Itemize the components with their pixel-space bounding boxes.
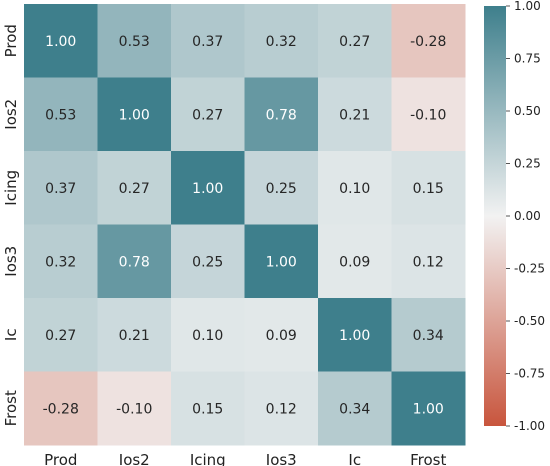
heatmap-cell-ios2-prod bbox=[24, 77, 98, 152]
x-tick-label: Ios2 bbox=[119, 451, 150, 466]
y-axis-tick-labels: Prod Ios2 Icing Ios3 Ic Frost bbox=[2, 24, 20, 426]
heatmap-cell-ios2-ic bbox=[318, 77, 392, 152]
y-tick-label: Ios3 bbox=[2, 246, 20, 277]
cell-value-label: 0.09 bbox=[266, 328, 297, 344]
heatmap-cell-frost-icing bbox=[171, 371, 245, 446]
heatmap-cell-prod-prod bbox=[24, 4, 98, 78]
cell-value-label: 0.27 bbox=[45, 328, 76, 344]
heatmap-cell-ios2-icing bbox=[171, 77, 245, 152]
heatmap-cell-ic-prod bbox=[24, 298, 98, 372]
cell-value-label: 0.37 bbox=[45, 181, 76, 197]
colorbar-tick-label: 0.25 bbox=[514, 157, 541, 171]
colorbar-tick-label: 0.50 bbox=[514, 104, 541, 118]
cell-value-label: 0.27 bbox=[192, 107, 223, 123]
x-axis-tick-labels: Prod Ios2 Icing Ios3 Ic Frost bbox=[44, 451, 446, 466]
colorbar-gradient bbox=[484, 6, 506, 426]
colorbar-tick-label: -0.25 bbox=[514, 262, 545, 276]
colorbar-tick-label: -1.00 bbox=[514, 419, 545, 433]
heatmap-cell-ios3-ios2 bbox=[97, 224, 172, 299]
cell-value-label: 0.25 bbox=[266, 181, 297, 197]
cell-value-label: 0.25 bbox=[192, 254, 223, 270]
y-tick-label: Ic bbox=[2, 328, 20, 341]
heatmap-cell-prod-frost bbox=[391, 4, 466, 78]
cell-value-label: 1.00 bbox=[266, 254, 297, 270]
colorbar-tick-label: -0.50 bbox=[514, 314, 545, 328]
heatmap-cell-ic-ios2 bbox=[97, 298, 172, 372]
heatmap-cell-ic-frost bbox=[391, 298, 466, 372]
heatmap-cell-icing-ios2 bbox=[97, 151, 172, 225]
cell-value-label: 0.37 bbox=[192, 34, 223, 50]
heatmap-cell-icing-ic bbox=[318, 151, 392, 225]
heatmap-cell-prod-ios3 bbox=[244, 4, 319, 78]
cell-value-label: 1.00 bbox=[192, 181, 223, 197]
cell-value-label: 0.78 bbox=[119, 254, 150, 270]
heatmap-cell-frost-frost bbox=[391, 371, 466, 446]
x-tick-label: Frost bbox=[410, 451, 446, 466]
cell-value-label: -0.28 bbox=[410, 34, 446, 50]
heatmap-cell-ios2-frost bbox=[391, 77, 466, 152]
x-tick-label: Prod bbox=[44, 451, 77, 466]
heatmap-cell-icing-prod bbox=[24, 151, 98, 225]
cell-value-label: 0.32 bbox=[266, 34, 297, 50]
colorbar-tick-label: 1.00 bbox=[514, 0, 541, 13]
x-tick-label: Ios3 bbox=[266, 451, 297, 466]
cell-value-label: 0.34 bbox=[339, 401, 370, 417]
colorbar: 1.00 0.75 0.50 0.25 0.00 -0.25 -0.50 -0.75 -1.00 bbox=[484, 0, 545, 433]
heatmap-cells: 1.00 0.53 0.37 0.32 0.27 -0.28 0.53 1.00 0.27 0.7… bbox=[24, 4, 466, 446]
cell-value-label: 0.15 bbox=[413, 181, 444, 197]
cell-value-label: 0.53 bbox=[119, 34, 150, 50]
cell-value-label: 0.12 bbox=[413, 254, 444, 270]
cell-value-label: 0.21 bbox=[119, 328, 150, 344]
cell-value-label: 1.00 bbox=[339, 328, 370, 344]
cell-value-label: 0.10 bbox=[192, 328, 223, 344]
heatmap-cell-ios3-prod bbox=[24, 224, 98, 299]
heatmap-cell-ios3-ios3 bbox=[244, 224, 319, 299]
y-tick-label: Ios2 bbox=[2, 99, 20, 130]
y-tick-label: Icing bbox=[2, 170, 20, 206]
heatmap-cell-prod-ic bbox=[318, 4, 392, 78]
heatmap-cell-ios3-icing bbox=[171, 224, 245, 299]
cell-value-label: 0.78 bbox=[266, 107, 297, 123]
heatmap-cell-prod-ios2 bbox=[97, 4, 172, 78]
x-tick-label: Ic bbox=[348, 451, 361, 466]
cell-value-label: 0.27 bbox=[119, 181, 150, 197]
heatmap-cell-icing-frost bbox=[391, 151, 466, 225]
colorbar-tick-label: 0.00 bbox=[514, 209, 541, 223]
heatmap-cell-ios3-frost bbox=[391, 224, 466, 299]
colorbar-tick-label: 0.75 bbox=[514, 52, 541, 66]
cell-value-label: 0.21 bbox=[339, 107, 370, 123]
cell-value-label: 0.34 bbox=[413, 328, 444, 344]
y-tick-label: Prod bbox=[2, 24, 20, 57]
cell-value-label: 0.12 bbox=[266, 401, 297, 417]
heatmap-cell-icing-icing bbox=[171, 151, 245, 225]
heatmap-cell-icing-ios3 bbox=[244, 151, 319, 225]
cell-value-label: 0.53 bbox=[45, 107, 76, 123]
y-tick-label: Frost bbox=[2, 390, 20, 426]
colorbar-tick-label: -0.75 bbox=[514, 367, 545, 381]
heatmap-cell-ios2-ios3 bbox=[244, 77, 319, 152]
x-tick-label: Icing bbox=[190, 451, 226, 466]
heatmap-cell-frost-ios3 bbox=[244, 371, 319, 446]
cell-value-label: 1.00 bbox=[45, 34, 76, 50]
heatmap-cell-ic-ic bbox=[318, 298, 392, 372]
heatmap-cell-ic-icing bbox=[171, 298, 245, 372]
heatmap-cell-frost-ios2 bbox=[97, 371, 172, 446]
heatmap-cell-frost-ic bbox=[318, 371, 392, 446]
heatmap-cell-prod-icing bbox=[171, 4, 245, 78]
heatmap-cell-ic-ios3 bbox=[244, 298, 319, 372]
cell-value-label: 0.27 bbox=[339, 34, 370, 50]
heatmap-cell-ios3-ic bbox=[318, 224, 392, 299]
cell-value-label: 1.00 bbox=[119, 107, 150, 123]
cell-value-label: 1.00 bbox=[413, 401, 444, 417]
heatmap-cell-frost-prod bbox=[24, 371, 98, 446]
cell-value-label: -0.10 bbox=[410, 107, 446, 123]
cell-value-label: -0.28 bbox=[43, 401, 79, 417]
cell-value-label: 0.15 bbox=[192, 401, 223, 417]
cell-value-label: 0.09 bbox=[339, 254, 370, 270]
cell-value-label: -0.10 bbox=[116, 401, 152, 417]
cell-value-label: 0.32 bbox=[45, 254, 76, 270]
heatmap-cell-ios2-ios2 bbox=[97, 77, 172, 152]
cell-value-label: 0.10 bbox=[339, 181, 370, 197]
